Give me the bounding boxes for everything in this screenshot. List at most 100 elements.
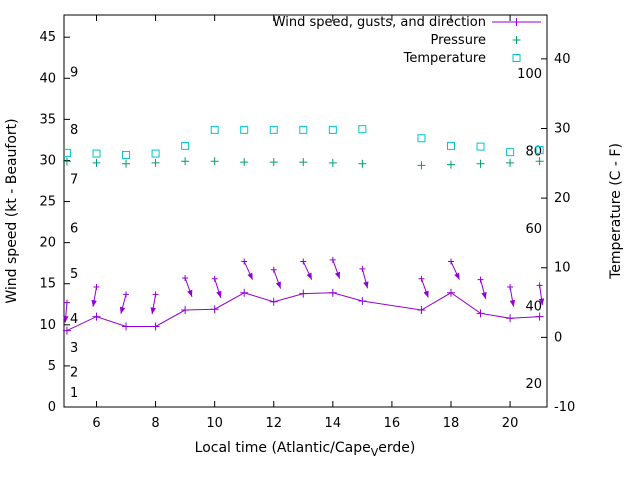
temperature-marker [240,125,249,134]
beaufort-scale-label: 4 [70,312,78,327]
legend-label-wind: Wind speed, gusts, and direction [273,15,486,30]
pressure-marker [62,157,71,166]
y-right-tick-label: 30 [554,121,571,136]
y-left-tick-label: 45 [39,30,56,45]
pressure-marker [269,158,278,167]
y-right-tick-label: 40 [554,52,571,67]
y-left-tick-label: 0 [48,400,56,415]
y-right-axis-title: Temperature (C - F) [608,143,624,280]
pressure-marker [151,158,160,167]
temperature-marker [62,148,71,157]
wind-speed-line [66,292,540,332]
beaufort-scale-label: 7 [70,172,78,187]
legend-label-temperature: Temperature [403,51,486,66]
y-right-tick-label: -10 [554,400,575,415]
temperature-marker [122,150,131,159]
temperature-marker [476,142,485,151]
beaufort-scale-label: 2 [70,365,78,380]
wind-speed-marker [92,312,101,321]
y-right-tick-label: 0 [554,330,562,345]
beaufort-scale-label: 6 [70,222,78,237]
legend-label-pressure: Pressure [430,33,486,48]
pressure-marker [181,157,190,166]
pressure-marker [446,160,455,169]
pressure-marker [299,158,308,167]
pressure-marker [122,159,131,168]
wind-speed-marker [358,296,367,305]
wind-direction-arrowhead [423,290,429,298]
temperature-marker [92,149,101,158]
wind-speed-marker [181,306,190,315]
legend-wind-sample-marker [512,18,521,26]
beaufort-scale-label: 8 [70,123,78,138]
pressure-marker [476,159,485,168]
y-left-tick-label: 30 [39,153,56,168]
wind-speed-marker [210,305,219,314]
wind-gust-marker [329,256,336,263]
x-tick-label: 16 [384,416,401,431]
wind-gust-marker [359,265,366,272]
pressure-marker [417,161,426,170]
wind-speed-marker [151,322,160,331]
wind-speed-marker [240,288,249,297]
wind-speed-marker [328,288,337,297]
wind-speed-marker [476,309,485,318]
x-tick-label: 14 [325,416,342,431]
wind-direction-arrowhead [363,281,369,289]
x-tick-label: 8 [151,416,159,431]
pressure-marker [506,158,515,167]
fahrenheit-scale-label: 60 [525,222,542,237]
temperature-marker [446,141,455,150]
fahrenheit-scale-label: 20 [525,377,542,392]
x-axis-title-post: erde) [378,440,415,456]
y-left-tick-label: 10 [39,318,56,333]
wind-gust-marker [300,258,307,265]
temperature-marker [358,125,367,134]
temperature-marker [535,146,544,155]
fahrenheit-scale-label: 40 [525,300,542,315]
y-left-tick-label: 5 [48,359,56,374]
wind-direction-arrowhead [91,299,97,307]
y-right-tick-label: 20 [554,191,571,206]
pressure-marker [240,158,249,167]
wind-direction-arrowhead [509,299,516,307]
temperature-marker [328,125,337,134]
fahrenheit-scale-label: 80 [525,144,542,159]
wind-direction-arrowhead [538,298,545,306]
x-tick-label: 18 [443,416,460,431]
wind-direction-arrowhead [216,290,222,298]
beaufort-scale-label: 9 [70,66,78,81]
wind-direction-arrowhead [275,281,281,289]
temperature-marker [269,125,278,134]
y-left-tick-label: 25 [39,195,56,210]
temperature-marker [506,148,515,157]
chart-generated-layer: 6 8 10 12 14 16 18 20051015202530354045-1001020… [39,14,575,431]
x-axis-title-sub: V [371,446,379,459]
wind-speed-marker [269,297,278,306]
x-tick-label: 20 [502,416,519,431]
wind-direction-arrowhead [306,272,312,280]
wind-speed-marker [62,326,71,335]
pressure-marker [358,159,367,168]
wind-speed-marker [299,289,308,298]
y-left-tick-label: 20 [39,236,56,251]
wind-speed-marker [417,306,426,315]
beaufort-scale-label: 5 [70,267,78,282]
wind-speed-marker [122,322,131,331]
y-left-axis-title: Wind speed (kt - Beaufort) [4,118,20,303]
pressure-marker [92,158,101,167]
wind-direction-arrowhead [150,307,156,315]
x-tick-label: 10 [206,416,223,431]
pressure-marker [210,157,219,166]
legend-temperature-sample-marker [512,54,521,62]
legend-pressure-sample-marker [512,36,521,44]
x-tick-label: 12 [265,416,282,431]
x-tick-label: 6 [92,416,100,431]
y-left-tick-label: 35 [39,112,56,127]
y-left-tick-label: 15 [39,277,56,292]
temperature-marker [417,134,426,143]
wind-direction-arrowhead [187,289,193,297]
wind-direction-arrowhead [334,271,341,279]
